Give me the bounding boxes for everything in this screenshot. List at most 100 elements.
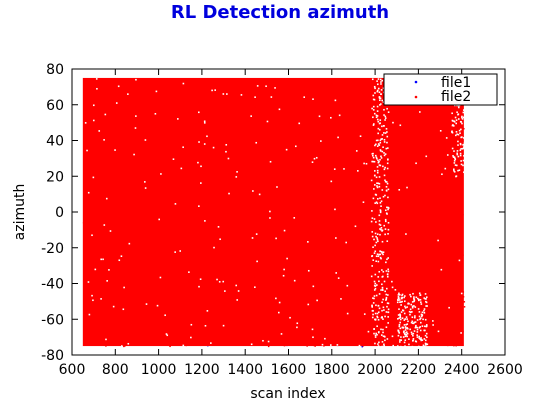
point (405, 252, 408, 254)
point (234, 115, 237, 118)
point (227, 253, 230, 255)
point (315, 324, 317, 326)
gap-point (371, 305, 373, 307)
point (306, 131, 309, 133)
gap-point (283, 268, 285, 271)
gap-point (198, 141, 200, 143)
point (300, 93, 303, 95)
point (261, 321, 263, 323)
point (126, 263, 129, 265)
point (256, 189, 258, 191)
point (325, 125, 328, 128)
point (151, 116, 153, 118)
gap-point (286, 257, 288, 260)
point (295, 269, 298, 271)
y-tick-label: 60 (46, 98, 64, 114)
gap-point (384, 117, 387, 119)
gap-point (329, 344, 332, 346)
point (125, 211, 128, 213)
gap-point (376, 315, 378, 318)
point (89, 211, 91, 213)
y-tick-label: -80 (41, 348, 64, 364)
point (303, 232, 306, 235)
gap-point (375, 139, 378, 142)
gap-point (454, 158, 457, 160)
point (178, 143, 181, 145)
point (158, 226, 161, 229)
gap-point (399, 124, 402, 127)
point (459, 321, 462, 323)
point (231, 166, 234, 169)
point (153, 191, 155, 194)
point (249, 194, 252, 196)
point (300, 271, 302, 273)
point (438, 118, 441, 120)
point (137, 193, 139, 195)
gap-point (156, 304, 159, 307)
gap-point (385, 128, 388, 130)
point (122, 270, 124, 273)
gap-point (198, 205, 200, 207)
point (421, 228, 424, 230)
x-tick-label: 2400 (444, 362, 480, 378)
gap-point (462, 164, 464, 167)
point (185, 318, 188, 320)
point (273, 220, 275, 223)
point (427, 228, 430, 231)
point (409, 106, 411, 109)
gap-point (321, 343, 324, 346)
point (343, 273, 345, 275)
gap-point (379, 158, 381, 161)
point (97, 137, 99, 140)
point (113, 210, 115, 213)
legend-box (383, 73, 498, 106)
point (246, 294, 249, 296)
gap-point (92, 104, 95, 107)
point (215, 226, 217, 228)
point (304, 299, 306, 302)
gap-point (381, 134, 384, 136)
point (100, 142, 102, 144)
point (272, 178, 275, 181)
gap-point (128, 242, 131, 245)
point (297, 166, 299, 168)
gap-point (127, 93, 129, 95)
gap-point (398, 317, 400, 319)
point (166, 246, 169, 248)
point (372, 249, 375, 252)
point (163, 236, 165, 238)
point (443, 150, 445, 152)
gap-point (376, 253, 379, 256)
gap-point (378, 164, 381, 166)
gap-point (274, 87, 276, 89)
point (116, 165, 119, 167)
point (165, 107, 167, 110)
series-file2-dense-region (82, 77, 464, 347)
gap-point (378, 144, 381, 146)
gap-point (358, 344, 361, 347)
point (288, 322, 291, 325)
gap-point (412, 322, 415, 325)
point (373, 315, 375, 318)
point (391, 205, 393, 207)
point (355, 332, 358, 334)
point (104, 328, 106, 330)
point (355, 91, 358, 93)
gap-point (258, 193, 261, 196)
gap-point (414, 315, 416, 317)
gap-point (373, 85, 376, 88)
point (338, 203, 340, 205)
gap-point (411, 301, 414, 303)
gap-point (420, 339, 422, 342)
gap-point (296, 326, 298, 329)
point (450, 201, 452, 204)
point (281, 168, 284, 171)
point (207, 340, 210, 342)
point (333, 239, 335, 242)
gap-point (385, 185, 388, 188)
gap-point (374, 273, 377, 276)
point (291, 102, 294, 105)
point (319, 338, 322, 341)
point (251, 171, 254, 174)
point (404, 280, 406, 283)
